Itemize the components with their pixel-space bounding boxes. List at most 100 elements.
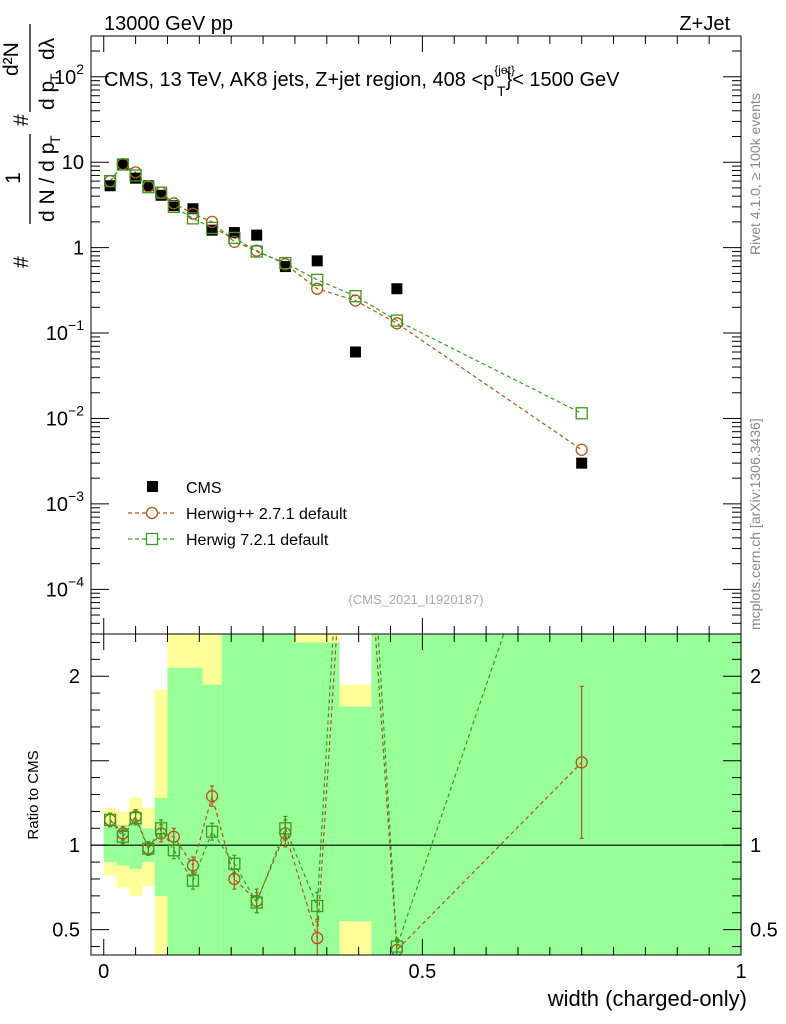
main-ytick-label: 1 — [73, 238, 84, 260]
ratio-xtick-label: 0 — [98, 961, 109, 983]
cms-point — [576, 457, 588, 469]
header-left: 13000 GeV pp — [104, 13, 233, 35]
green-band — [167, 667, 184, 955]
green-band — [183, 667, 203, 955]
green-band — [103, 824, 117, 863]
main-ytick-label: 102 — [54, 61, 84, 89]
main-ytick-label: 10−4 — [46, 573, 84, 601]
green-band — [339, 706, 372, 922]
main-ytick-label: 10−3 — [46, 488, 84, 516]
ratio-curves — [103, 634, 588, 955]
cms-point — [349, 346, 361, 358]
ratio-herwigpp-point — [575, 756, 588, 769]
main-ytick-label: 10−2 — [46, 402, 84, 430]
title-main: CMS, 13 TeV, AK8 jets, Z+jet region, 408… — [104, 69, 494, 91]
herwigpp-point — [311, 282, 324, 295]
legend-herwig7-marker — [145, 532, 159, 546]
herwig7-point — [390, 314, 404, 327]
main-ytick-label: 10 — [62, 152, 84, 174]
cms-point — [391, 283, 403, 295]
cms-point — [117, 158, 129, 170]
herwig7-point — [186, 212, 200, 225]
ylabel-d2n: d²N — [0, 42, 23, 76]
ratio-ytick-label-left: 2 — [69, 666, 80, 688]
herwigpp-point — [390, 317, 404, 330]
legend: CMS Herwig++ 2.7.1 default Herwig 7.2.1 … — [128, 480, 348, 549]
ylabel-t1: T — [47, 135, 63, 144]
ratio-ytick-label-right: 1 — [750, 835, 761, 857]
cms-point — [104, 180, 116, 192]
herwig7-point — [116, 158, 130, 171]
series-line-2 — [109, 163, 582, 414]
legend-herwigpp-marker — [145, 506, 159, 520]
ratio-herwig7-point — [129, 812, 142, 825]
ratio-ylabel: Ratio to CMS — [25, 750, 42, 839]
ratio-herwig7-point — [311, 899, 324, 913]
herwig7-point — [250, 245, 263, 258]
legend-herwig7-label: Herwig 7.2.1 default — [186, 532, 329, 549]
green-band — [202, 684, 222, 955]
herwig7-point — [205, 221, 219, 235]
ratio-herwig7-point — [116, 830, 130, 843]
ratio-herwig7-point — [186, 874, 200, 887]
ratio-ytick-label-left: 1 — [69, 835, 80, 857]
green-band — [154, 797, 168, 896]
header-right: Z+Jet — [679, 13, 730, 35]
ratio-frame — [90, 633, 742, 956]
ylabel-one: 1 — [2, 172, 25, 184]
ratio-ytick-label-right: 2 — [750, 666, 761, 688]
legend-cms-marker — [147, 481, 158, 492]
ylabel-hash-1: # — [10, 256, 33, 268]
cms-point — [206, 224, 218, 236]
ylabel-dlambda: dλ — [36, 37, 59, 60]
ratio-herwigpp-point — [311, 931, 324, 945]
cms-point — [279, 261, 291, 273]
herwig7-point — [154, 186, 168, 199]
ylabel-dn: d N / d p — [36, 143, 59, 222]
main-ylabel: # 1 d N / d p T # d²N d p T dλ — [0, 24, 63, 268]
ratio-herwig7-point — [228, 857, 241, 870]
ylabel-dpt: d p — [36, 81, 59, 110]
ratio-herwig7-point — [154, 822, 168, 835]
herwig7-point — [167, 200, 180, 214]
main-title: CMS, 13 TeV, AK8 jets, Z+jet region, 408… — [104, 63, 620, 99]
title-tail: }< 1500 GeV — [506, 69, 621, 91]
mcplots-label: mcplots.cern.ch [arXiv:1306.3436] — [747, 418, 763, 630]
green-band — [371, 634, 423, 955]
ratio-xtick-label: 0.5 — [408, 961, 436, 983]
main-ytick-label: 10−1 — [46, 317, 84, 345]
herwigpp-point — [575, 443, 588, 456]
cms-point — [142, 180, 154, 192]
herwig7-point — [575, 407, 588, 420]
ratio-ytick-label-left: 0.5 — [52, 920, 80, 942]
cms-point — [168, 200, 180, 212]
ratio-herwig7-point — [390, 940, 404, 953]
ratio-panel: 0.5 0.51 12 20 0.5 1 — [52, 633, 778, 983]
ratio-herwig7-point — [279, 822, 292, 835]
ratio-herwig7-point — [167, 844, 180, 857]
ylabel-t2: T — [47, 73, 63, 82]
cms-point — [251, 229, 263, 241]
ratio-herwigpp-point — [205, 790, 219, 803]
herwig7-point — [129, 169, 142, 182]
herwig7-point — [311, 273, 324, 286]
series-line-1 — [109, 163, 583, 451]
herwig7-point — [349, 290, 362, 303]
ratio-herwig7-point — [103, 813, 117, 826]
herwig7-point — [279, 256, 292, 270]
rivet-label: Rivet 4.1.0, ≥ 100k events — [747, 93, 763, 255]
legend-cms-label: CMS — [186, 480, 222, 497]
cms-point — [311, 255, 323, 267]
ratio-herwig7-point — [250, 896, 263, 909]
green-band — [129, 819, 142, 869]
cms-point — [155, 189, 167, 201]
ylabel-hash-2: # — [10, 114, 33, 126]
legend-herwigpp-label: Herwig++ 2.7.1 default — [186, 506, 348, 523]
herwig7-point — [228, 231, 241, 245]
title-sup: {jet} — [494, 63, 515, 77]
herwig7-point — [142, 181, 155, 194]
xlabel: width (charged-only) — [547, 986, 747, 1011]
main-panel: 10−4 10−3 10−2 10−1 1 10 102 — [46, 35, 742, 635]
analysis-watermark: (CMS_2021_I1920187) — [348, 592, 483, 607]
